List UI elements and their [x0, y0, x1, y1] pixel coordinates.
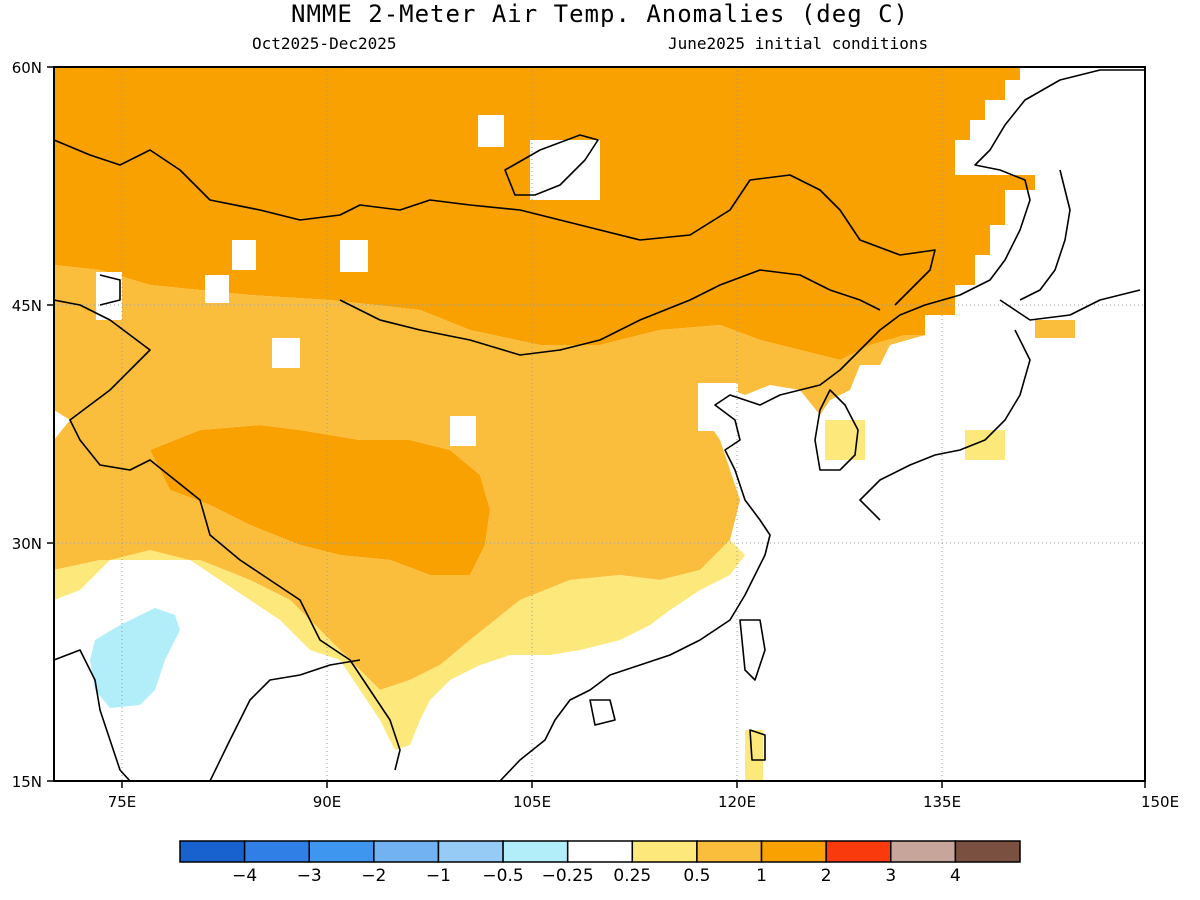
colorbar-swatch: [437, 840, 504, 863]
colorbar-swatch: [373, 840, 440, 863]
forecast-period: Oct2025-Dec2025: [252, 34, 397, 53]
colorbar-swatch: [308, 840, 375, 863]
lat-tick-label: 60N: [12, 59, 42, 77]
colorbar-label: −0.25: [542, 866, 594, 886]
lat-tick-label: 30N: [12, 535, 42, 553]
coastlines: [54, 69, 1145, 781]
lon-tick-label: 120E: [718, 793, 756, 811]
colorbar-label: 3: [885, 866, 896, 886]
anomaly-korea: [825, 420, 865, 460]
colorbar-label: −1: [426, 866, 451, 886]
lat-tick-label: 45N: [12, 297, 42, 315]
anomaly-taiwan: [745, 730, 763, 780]
colorbar-label: 0.25: [613, 866, 651, 886]
lon-tick-label: 105E: [513, 793, 551, 811]
colorbar-swatch: [243, 840, 310, 863]
lat-tick-label: 15N: [12, 773, 42, 791]
lon-tick-label: 75E: [108, 793, 137, 811]
colorbar-swatch: [954, 840, 1021, 863]
graticule: [54, 67, 1145, 781]
lon-tick-label: 90E: [313, 793, 342, 811]
anomaly-region-central: [54, 265, 925, 690]
colorbar-swatch: [825, 840, 892, 863]
colorbar: −4 −3 −2 −1 −0.5 −0.25 0.25 0.5 1 2 3 4: [179, 840, 1021, 886]
colorbar-swatch: [502, 840, 569, 863]
colorbar-swatch: [566, 840, 634, 863]
colorbar-swatch: [179, 840, 246, 863]
lon-tick-label: 150E: [1141, 793, 1179, 811]
plot-frame: [53, 66, 1146, 782]
colorbar-swatch: [760, 840, 827, 863]
map-title: NMME 2-Meter Air Temp. Anomalies (deg C): [291, 0, 909, 28]
anomaly-region-southern: [54, 540, 745, 750]
colorbar-label: −2: [361, 866, 386, 886]
anomaly-region-tibet: [150, 425, 490, 575]
lake-mask: [232, 240, 256, 270]
lake-mask: [450, 416, 476, 446]
colorbar-label: −0.5: [482, 866, 523, 886]
colorbar-swatch: [890, 840, 957, 863]
anomaly-hokkaido: [1035, 320, 1075, 338]
colorbar-label: −3: [297, 866, 322, 886]
anomaly-field: [54, 67, 1145, 781]
initial-conditions: June2025 initial conditions: [668, 34, 929, 53]
colorbar-label: 1: [756, 866, 767, 886]
anomaly-region-northern: [54, 67, 1035, 360]
colorbar-swatch: [696, 840, 763, 863]
colorbar-swatch: [631, 840, 698, 863]
lake-mask: [340, 240, 368, 272]
colorbar-label: 0.5: [683, 866, 710, 886]
anomaly-region-india-cool: [90, 608, 180, 708]
colorbar-label: 2: [821, 866, 832, 886]
colorbar-label: 4: [950, 866, 961, 886]
lon-tick-label: 135E: [923, 793, 961, 811]
colorbar-label: −4: [232, 866, 257, 886]
lake-mask: [205, 275, 229, 303]
axis-ticks: [47, 66, 1146, 788]
lake-mask: [478, 115, 504, 147]
lake-mask: [272, 338, 300, 368]
